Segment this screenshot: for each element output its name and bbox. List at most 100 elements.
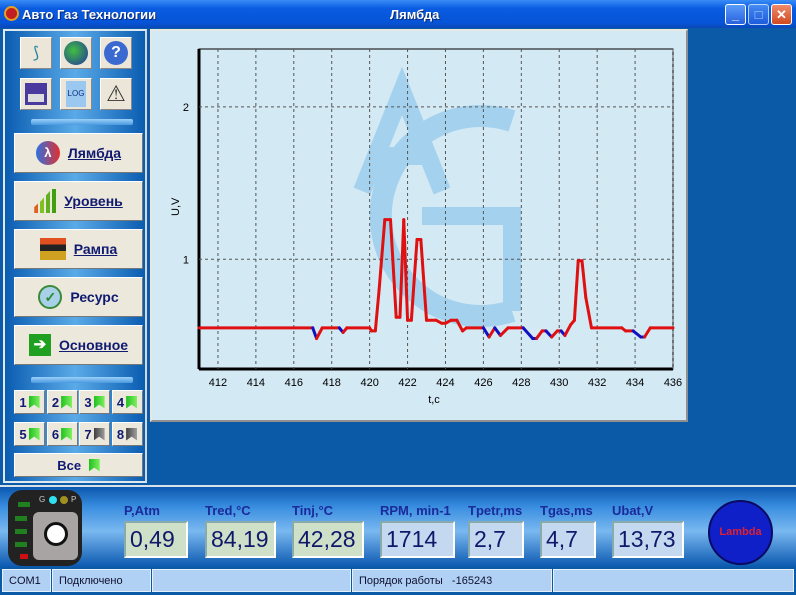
status-port: COM1 (2, 569, 51, 592)
lambda-line-segment (481, 326, 491, 339)
lambda-line-segment (563, 323, 573, 337)
lambda-line-segment (580, 259, 588, 299)
y-tick-label: 1 (183, 254, 189, 266)
title-bar: Авто Газ Технологии Лямбда _ □ ✕ (0, 0, 796, 28)
connect-icon: ⟆ (32, 45, 40, 62)
x-tick-label: 422 (398, 377, 416, 389)
lambda-line-segment (315, 326, 324, 341)
gas-led (49, 496, 57, 504)
lambda-icon: λ (35, 141, 60, 165)
lambda-line-segment (419, 237, 429, 322)
lambda-line-segment (409, 237, 419, 322)
lambda-line-segment (521, 326, 535, 341)
lambda-line-segment (643, 326, 652, 339)
readout-label: Tpetr,ms (468, 503, 523, 518)
lambda-line-segment (455, 318, 465, 333)
flag-icon (61, 395, 73, 409)
readout-value: 42,28 (292, 521, 364, 558)
globe-icon (64, 41, 88, 65)
lambda-chart-panel: 412 414 416 418 420 422 424 426 428 430 432 434 436 1… (150, 29, 688, 422)
maximize-button[interactable]: □ (748, 4, 769, 25)
readout-value: 84,19 (205, 521, 276, 558)
flag-icon (61, 427, 73, 441)
cylinder-6-button[interactable]: 6 (46, 422, 78, 446)
close-button[interactable]: ✕ (771, 4, 792, 25)
flag-icon (126, 427, 138, 441)
lambda-line-segment (388, 218, 398, 319)
x-tick-label: 432 (588, 377, 606, 389)
watermark-logo (353, 66, 521, 327)
lambda-line-segment (377, 218, 387, 292)
readout-label: RPM, min-1 (380, 503, 451, 518)
connect-button[interactable]: ⟆ (20, 37, 52, 69)
readout-label: Tinj,°C (292, 503, 334, 518)
lambda-line-segment (487, 326, 497, 339)
status-order: Порядок работы -165243 (352, 569, 552, 592)
status-empty (553, 569, 794, 592)
x-tick-label: 434 (626, 377, 644, 389)
cylinder-2-button[interactable]: 2 (46, 390, 78, 414)
nav-level-button[interactable]: Уровень (14, 181, 143, 221)
ag-logo-icon (43, 522, 68, 546)
help-button[interactable]: ? (100, 37, 132, 69)
cylinder-3-button[interactable]: 3 (79, 390, 110, 414)
flag-icon (28, 427, 40, 441)
readout-value: 0,49 (124, 521, 188, 558)
switch-button[interactable] (33, 512, 78, 560)
lambda-line-segment (498, 326, 510, 337)
globe-button[interactable] (60, 37, 92, 69)
readout-label: Tred,°C (205, 503, 251, 518)
cylinder-1-button[interactable]: 1 (14, 390, 45, 414)
readout-label: Tgas,ms (540, 503, 593, 518)
status-connection: Подключено (52, 569, 151, 592)
x-tick-label: 416 (285, 377, 303, 389)
x-tick-label: 420 (360, 377, 378, 389)
app-title: Авто Газ Технологии (22, 7, 157, 22)
lambda-line-segment (493, 326, 502, 337)
nav-lambda-button[interactable]: λ Лямбда (14, 133, 143, 173)
readout-panel: G P P,Atm 0,49 Tred,°C 84,19 Tinj,°C 42,28 RPM… (0, 485, 796, 567)
window-title: Лямбда (390, 7, 440, 22)
x-tick-label: 428 (512, 377, 530, 389)
save-icon (25, 83, 47, 105)
cylinder-5-button[interactable]: 5 (14, 422, 45, 446)
divider (31, 119, 133, 125)
status-bar: COM1 Подключено Порядок работы -165243 (0, 567, 796, 595)
all-cylinders-button[interactable]: Все (14, 453, 143, 477)
warning-icon: ⚠ (106, 81, 126, 106)
x-tick-label: 414 (247, 377, 265, 389)
lambda-line-segment (402, 218, 410, 322)
nav-resource-button[interactable]: ✓ Ресурс (14, 277, 143, 317)
lambda-line-segment (631, 329, 643, 339)
warning-button[interactable]: ⚠ (100, 78, 132, 110)
led (20, 554, 28, 559)
nav-ramp-button[interactable]: Рампа (14, 229, 143, 269)
flag-icon (88, 458, 100, 472)
nav-main-button[interactable]: ➔ Основное (14, 325, 143, 365)
save-button[interactable] (20, 78, 52, 110)
lambda-chart: 412 414 416 418 420 422 424 426 428 430 432 434 436 1… (170, 48, 682, 406)
cylinder-8-button[interactable]: 8 (111, 422, 143, 446)
arrow-right-icon: ➔ (28, 334, 51, 356)
ramp-icon (39, 238, 66, 260)
log-icon: LOG (66, 81, 86, 107)
readout-label: P,Atm (124, 503, 160, 518)
app-logo-icon (4, 6, 19, 21)
readout-value: 1714 (380, 521, 455, 558)
cylinder-7-button[interactable]: 7 (79, 422, 110, 446)
cylinder-4-button[interactable]: 4 (111, 390, 143, 414)
led (18, 502, 30, 507)
x-tick-label: 424 (436, 377, 454, 389)
log-button[interactable]: LOG (60, 78, 92, 110)
flag-icon (28, 395, 40, 409)
lambda-indicator: Lambda (708, 500, 773, 565)
minimize-button[interactable]: _ (725, 4, 746, 25)
x-tick-label: 436 (664, 377, 682, 389)
x-tick-label: 430 (550, 377, 568, 389)
readout-value: 2,7 (468, 521, 524, 558)
lambda-line-segment (534, 329, 544, 341)
readout-value: 13,73 (612, 521, 684, 558)
flag-icon (93, 427, 105, 441)
resource-icon: ✓ (38, 285, 63, 309)
readout-label: Ubat,V (612, 503, 654, 518)
